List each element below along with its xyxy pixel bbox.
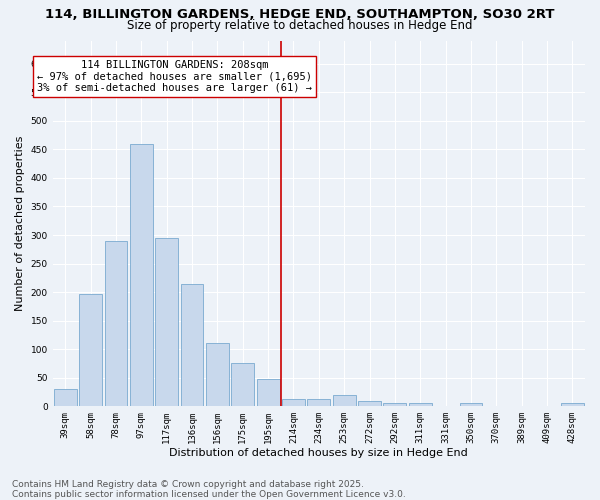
- Bar: [383, 404, 406, 406]
- X-axis label: Distribution of detached houses by size in Hedge End: Distribution of detached houses by size …: [169, 448, 468, 458]
- Text: 114 BILLINGTON GARDENS: 208sqm
← 97% of detached houses are smaller (1,695)
3% o: 114 BILLINGTON GARDENS: 208sqm ← 97% of …: [37, 60, 312, 93]
- Bar: [409, 404, 431, 406]
- Bar: [333, 395, 356, 406]
- Bar: [104, 240, 127, 406]
- Bar: [54, 389, 77, 406]
- Bar: [130, 144, 153, 406]
- Bar: [307, 400, 330, 406]
- Bar: [358, 400, 381, 406]
- Bar: [206, 344, 229, 406]
- Y-axis label: Number of detached properties: Number of detached properties: [15, 136, 25, 312]
- Bar: [257, 379, 280, 406]
- Bar: [232, 364, 254, 406]
- Text: Size of property relative to detached houses in Hedge End: Size of property relative to detached ho…: [127, 18, 473, 32]
- Bar: [155, 238, 178, 406]
- Text: 114, BILLINGTON GARDENS, HEDGE END, SOUTHAMPTON, SO30 2RT: 114, BILLINGTON GARDENS, HEDGE END, SOUT…: [45, 8, 555, 20]
- Bar: [79, 294, 102, 406]
- Bar: [561, 404, 584, 406]
- Bar: [460, 403, 482, 406]
- Text: Contains HM Land Registry data © Crown copyright and database right 2025.
Contai: Contains HM Land Registry data © Crown c…: [12, 480, 406, 499]
- Bar: [181, 284, 203, 406]
- Bar: [282, 399, 305, 406]
